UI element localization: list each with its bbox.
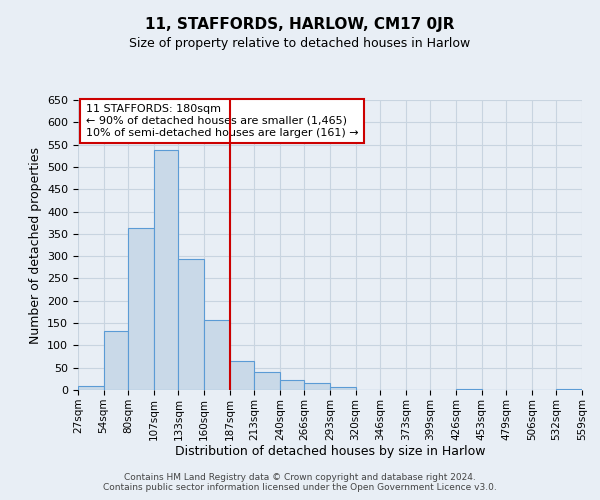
Bar [280,380,304,390]
Bar [456,389,482,390]
Bar [304,384,330,390]
Bar [204,320,230,390]
Text: Size of property relative to detached houses in Harlow: Size of property relative to detached ho… [130,38,470,51]
Bar [78,386,104,390]
Bar [154,150,178,390]
Bar [104,330,128,390]
Text: 11, STAFFORDS, HARLOW, CM17 0JR: 11, STAFFORDS, HARLOW, CM17 0JR [145,18,455,32]
Bar [230,361,254,390]
Bar [178,260,204,390]
Bar [330,387,356,390]
Text: 11 STAFFORDS: 180sqm
← 90% of detached houses are smaller (1,465)
10% of semi-de: 11 STAFFORDS: 180sqm ← 90% of detached h… [86,104,358,138]
Y-axis label: Number of detached properties: Number of detached properties [29,146,41,344]
Bar [254,372,280,390]
X-axis label: Distribution of detached houses by size in Harlow: Distribution of detached houses by size … [175,446,485,458]
Bar [128,228,154,390]
Text: Contains HM Land Registry data © Crown copyright and database right 2024.
Contai: Contains HM Land Registry data © Crown c… [103,473,497,492]
Bar [556,389,582,390]
